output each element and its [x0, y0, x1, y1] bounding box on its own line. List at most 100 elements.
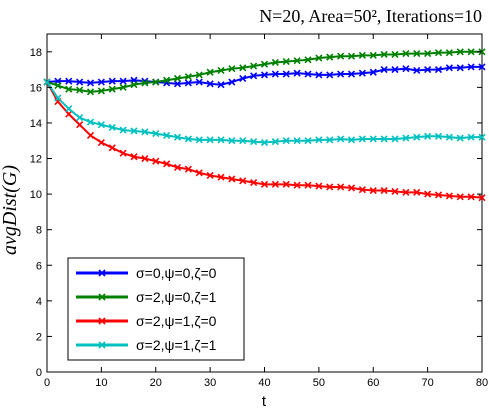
data-point — [130, 127, 138, 135]
data-point — [337, 135, 345, 143]
data-point — [358, 135, 366, 143]
data-point — [456, 64, 464, 72]
data-point — [315, 136, 323, 144]
data-point — [413, 188, 421, 196]
series-4 — [43, 78, 486, 147]
series-layer — [43, 48, 486, 202]
data-point — [184, 135, 192, 143]
y-axis-label: avgDist(G) — [0, 165, 21, 255]
data-point — [206, 68, 214, 76]
data-point — [184, 165, 192, 173]
data-point — [195, 136, 203, 144]
data-point — [108, 85, 116, 93]
data-point — [478, 63, 486, 71]
data-point — [86, 88, 95, 96]
data-point — [369, 186, 377, 195]
data-point — [108, 77, 116, 85]
data-point — [282, 70, 290, 78]
data-point — [217, 81, 225, 89]
data-point — [152, 78, 160, 86]
series-3 — [43, 78, 486, 202]
legend-box — [67, 257, 245, 361]
data-point — [347, 70, 356, 78]
data-point — [434, 191, 443, 199]
data-point — [228, 65, 236, 73]
y-tick-label: 14 — [30, 118, 42, 130]
data-point — [380, 186, 388, 195]
data-point — [65, 110, 73, 118]
legend-label: σ=2,ψ=1,ζ=1 — [136, 337, 217, 353]
y-tick-label: 0 — [36, 367, 42, 379]
data-point — [304, 137, 312, 145]
data-point — [119, 126, 127, 134]
data-point — [239, 177, 247, 185]
data-point — [195, 169, 203, 177]
data-point — [424, 132, 432, 140]
data-point — [43, 78, 51, 86]
data-point — [337, 52, 345, 60]
data-point — [271, 138, 279, 146]
data-point — [260, 71, 269, 79]
data-point — [337, 70, 345, 78]
data-point — [478, 194, 486, 202]
data-point — [184, 73, 192, 81]
y-tick-label: 6 — [36, 260, 42, 272]
data-point — [282, 58, 290, 66]
data-point — [250, 72, 258, 80]
legend-label: σ=2,ψ=1,ζ=0 — [136, 313, 217, 329]
data-point — [380, 50, 388, 59]
legend-item: σ=2,ψ=0,ζ=1 — [76, 289, 217, 305]
data-point — [391, 50, 399, 59]
data-point — [326, 71, 334, 79]
x-tick-label: 40 — [258, 377, 270, 389]
data-point — [413, 66, 421, 75]
data-point — [97, 121, 105, 129]
data-point — [54, 94, 62, 102]
x-tick-label: 30 — [204, 377, 216, 389]
data-point — [380, 135, 388, 143]
data-point — [478, 133, 486, 141]
data-point — [467, 48, 475, 56]
ticks-layer: 0 10 20 30 40 50 60 70 80 0 2 4 6 8 10 12 14 16 18 — [30, 34, 488, 389]
data-point — [76, 114, 84, 122]
data-point — [250, 178, 258, 187]
data-point — [456, 193, 464, 201]
data-point — [228, 78, 236, 86]
data-point — [467, 133, 475, 141]
data-point — [97, 138, 105, 147]
data-point — [391, 187, 399, 196]
data-point — [271, 180, 279, 188]
data-point — [119, 77, 127, 85]
data-point — [456, 48, 464, 56]
data-point — [130, 81, 138, 89]
data-point — [239, 74, 247, 83]
data-point — [467, 63, 475, 71]
data-point — [445, 192, 453, 200]
data-point — [250, 62, 258, 70]
x-tick-label: 70 — [422, 377, 434, 389]
data-point — [195, 78, 203, 86]
data-point — [152, 130, 160, 138]
data-point — [282, 137, 290, 145]
legend-swatch-marker — [98, 293, 106, 301]
data-point — [315, 54, 323, 62]
data-point — [293, 137, 301, 145]
data-point — [445, 133, 453, 141]
data-point — [86, 118, 95, 126]
legend-swatch-marker — [98, 317, 106, 325]
y-tick-label: 10 — [30, 189, 42, 201]
data-point — [391, 66, 399, 74]
x-tick-label: 0 — [44, 377, 50, 389]
x-tick-label: 60 — [367, 377, 379, 389]
data-point — [347, 184, 356, 192]
data-point — [434, 132, 443, 140]
data-point — [260, 138, 269, 147]
data-point — [86, 131, 95, 139]
legend-label: σ=2,ψ=0,ζ=1 — [136, 289, 217, 305]
data-point — [141, 128, 149, 136]
data-point — [304, 70, 312, 78]
data-point — [402, 50, 410, 58]
y-tick-label: 18 — [30, 47, 42, 59]
data-point — [217, 136, 225, 144]
data-point — [293, 57, 301, 65]
